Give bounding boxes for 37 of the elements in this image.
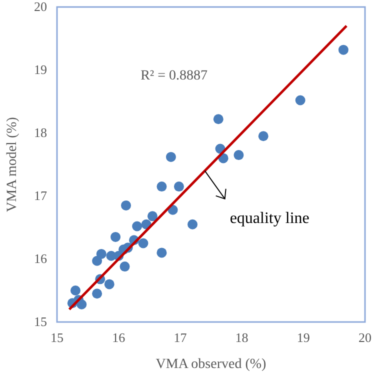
- point: [147, 211, 158, 222]
- y-tick-label: 16: [34, 251, 48, 266]
- point: [213, 114, 224, 124]
- point: [70, 286, 80, 296]
- x-tick-label: 17: [174, 330, 188, 345]
- point: [120, 200, 131, 210]
- point: [188, 219, 198, 230]
- point: [234, 150, 244, 160]
- y-tick-label: 19: [34, 62, 47, 77]
- y-axis-title: VMA model (%): [5, 116, 20, 212]
- point: [132, 221, 142, 232]
- point: [92, 288, 102, 299]
- x-tick-label: 15: [50, 330, 64, 345]
- point: [96, 248, 106, 259]
- point: [258, 131, 268, 142]
- y-tick-label: 15: [34, 314, 47, 329]
- point: [295, 95, 306, 106]
- point: [156, 182, 167, 192]
- annotation: equality line: [230, 210, 310, 227]
- point: [120, 262, 130, 272]
- x-axis-title: VMA observed (%): [156, 357, 267, 372]
- x-tick-label: 18: [235, 330, 248, 345]
- annotation: R² = 0.8887: [140, 68, 208, 84]
- y-tick-label: 20: [34, 0, 47, 14]
- point: [110, 232, 121, 242]
- point: [174, 182, 184, 192]
- point: [166, 152, 176, 162]
- y-tick-label: 18: [34, 125, 47, 140]
- point: [338, 44, 348, 55]
- point: [138, 238, 148, 248]
- point: [104, 279, 114, 290]
- y-tick-label: 17: [34, 188, 48, 203]
- x-tick-label: 20: [358, 330, 372, 345]
- point: [156, 248, 167, 258]
- point: [92, 256, 102, 266]
- x-tick-label: 19: [296, 330, 310, 345]
- x-tick-label: 16: [112, 330, 126, 345]
